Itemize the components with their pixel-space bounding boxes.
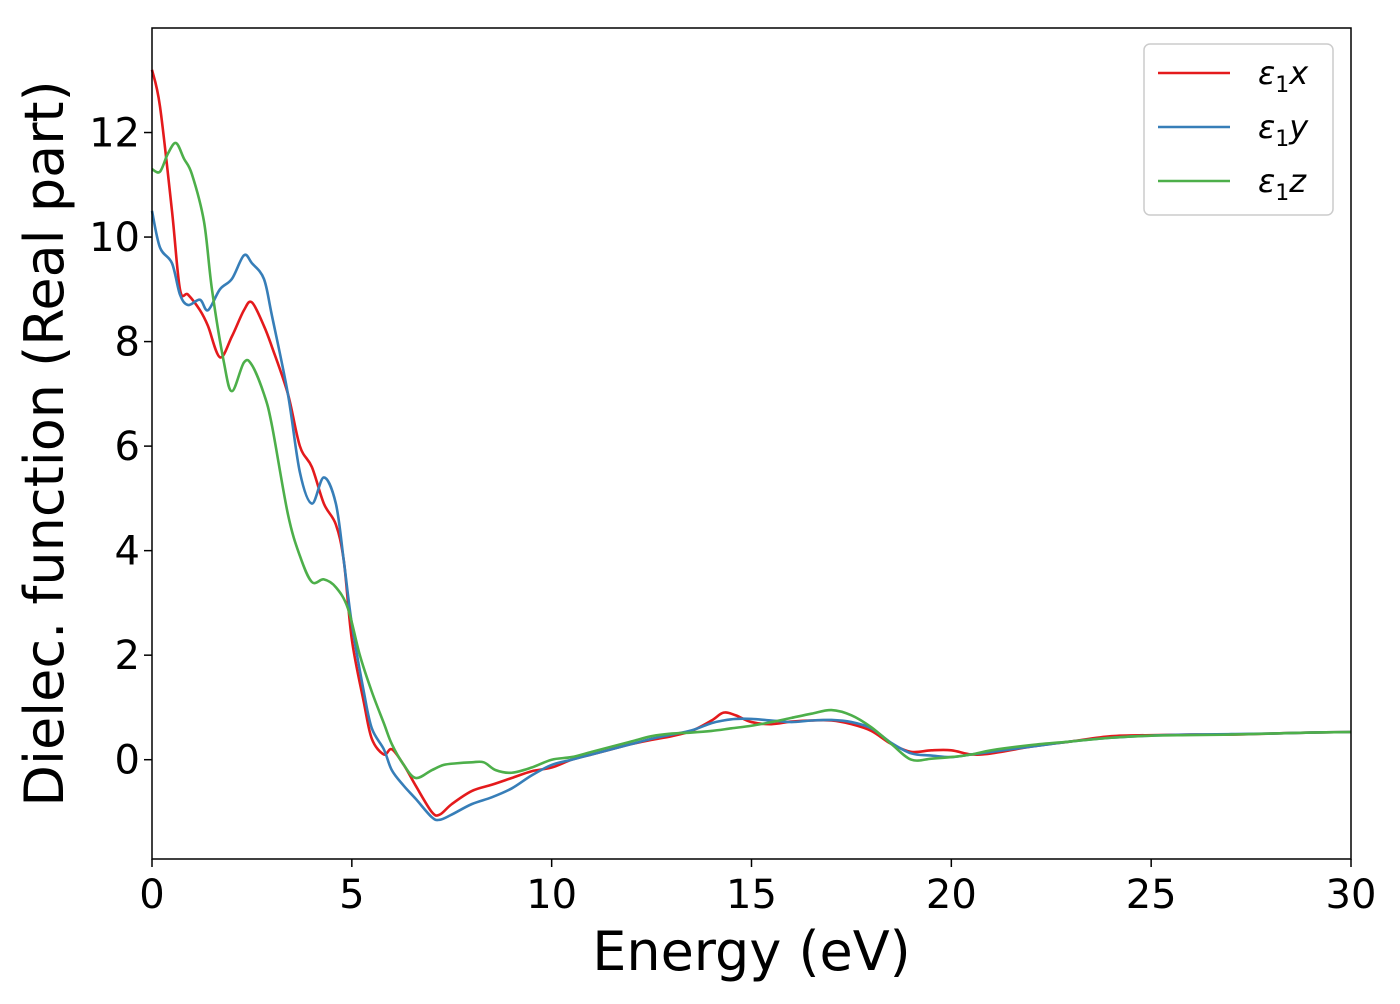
legend-box: [1143, 43, 1334, 216]
x-axis-title: Energy (eV): [592, 920, 911, 983]
x-tick-label: 5: [339, 872, 364, 918]
legend-label-x: ε1x: [1258, 54, 1309, 98]
series-line-z: [151, 141, 1352, 780]
legend-component: z: [1288, 162, 1307, 200]
y-tick-label: 6: [115, 424, 140, 470]
y-axis: 0 2 4 6 8 10 12: [89, 111, 152, 784]
legend-subscript: 1: [1275, 73, 1289, 98]
y-tick-label: 4: [115, 529, 140, 575]
legend-label-y: ε1y: [1258, 108, 1309, 152]
legend-subscript: 1: [1275, 127, 1289, 152]
y-axis-title: Dielec. function (Real part): [13, 80, 76, 806]
legend-component: x: [1288, 54, 1309, 92]
x-tick-label: 20: [926, 872, 977, 918]
legend-label-z: ε1z: [1258, 162, 1307, 206]
legend-symbol: ε: [1258, 162, 1275, 200]
x-tick-label: 30: [1326, 872, 1377, 918]
x-tick-label: 15: [726, 872, 777, 918]
x-axis: 0 5 10 15 20 25 30: [139, 859, 1376, 918]
series-line-x: [150, 69, 1352, 817]
legend-symbol: ε: [1258, 54, 1275, 92]
y-tick-label: 2: [115, 633, 140, 679]
x-tick-label: 0: [139, 872, 164, 918]
x-tick-label: 10: [526, 872, 577, 918]
y-tick-label: 0: [115, 738, 140, 784]
y-tick-label: 12: [89, 111, 140, 157]
x-tick-label: 25: [1126, 872, 1177, 918]
y-tick-label: 8: [115, 320, 140, 366]
series-layer: [150, 69, 1352, 822]
legend-component: y: [1288, 108, 1309, 146]
legend-subscript: 1: [1275, 181, 1289, 206]
y-tick-label: 10: [89, 215, 140, 261]
legend-symbol: ε: [1258, 108, 1275, 146]
